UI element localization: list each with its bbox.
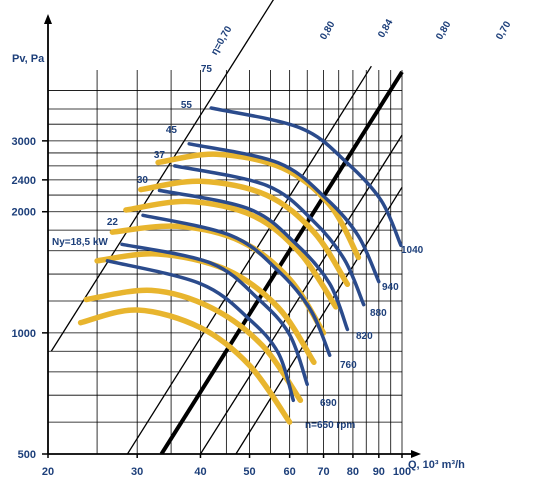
axes [42, 14, 421, 458]
efficiency-label: 0,70 [494, 19, 513, 42]
power-label: 22 [107, 217, 119, 228]
y-axis-arrow [44, 14, 52, 24]
x-tick-label: 40 [194, 466, 206, 478]
speed-curve [187, 142, 381, 284]
power-curves [77, 151, 362, 425]
efficiency-label: 0,80 [318, 19, 337, 42]
x-tick-label: 80 [347, 466, 359, 478]
x-tick-label: 70 [317, 466, 329, 478]
speed-curve [141, 213, 332, 357]
y-tick-label: 3000 [12, 136, 36, 148]
x-tick-label: 60 [284, 466, 296, 478]
efficiency-label: η=0,70 [209, 24, 234, 57]
power-curve [123, 198, 339, 310]
efficiency-label: 0,84 [376, 17, 395, 40]
speed-curve [209, 106, 403, 248]
x-axis-arrow [411, 450, 421, 458]
power-curve [83, 287, 304, 404]
speed-label: 820 [356, 331, 373, 342]
speed-label: 1040 [401, 245, 424, 256]
speed-curve [157, 188, 350, 332]
x-tick-label: 30 [131, 466, 143, 478]
speed-label: 940 [382, 282, 399, 293]
power-label: 45 [166, 125, 178, 136]
speed-curve [120, 242, 309, 387]
y-tick-label: 500 [18, 449, 36, 461]
labels: Pv, Pa Q, 10³ m³/h 20 30 40 50 60 70 80 90 100 500 1… [12, 17, 514, 478]
efficiency-label: 0,80 [434, 19, 453, 42]
x-tick-label: 20 [42, 466, 54, 478]
speed-label: n=650 rpm [305, 420, 355, 431]
y-tick-label: 2000 [12, 207, 36, 219]
x-axis-title: Q, 10³ m³/h [408, 459, 465, 471]
efficiency-line [126, 65, 372, 454]
y-tick-label: 1000 [12, 328, 36, 340]
power-label: 30 [137, 175, 149, 186]
efficiency-line [159, 70, 404, 454]
y-tick-label: 2400 [12, 175, 36, 187]
power-label: 75 [201, 64, 213, 75]
speed-curves [105, 106, 403, 403]
power-curve [155, 151, 362, 261]
power-label: 37 [154, 150, 166, 161]
x-tick-label: 90 [373, 466, 385, 478]
x-tick-label: 100 [393, 466, 411, 478]
power-curve [77, 307, 293, 425]
speed-label: 880 [370, 308, 387, 319]
speed-curve [173, 164, 366, 307]
efficiency-line [50, 0, 274, 352]
power-label: 55 [181, 100, 193, 111]
power-label: Ny=18,5 kW [52, 237, 108, 248]
speed-label: 690 [320, 398, 337, 409]
y-axis-title: Pv, Pa [12, 53, 45, 65]
power-curve [138, 178, 351, 288]
speed-label: 760 [340, 360, 357, 371]
x-tick-label: 50 [243, 466, 255, 478]
speed-curve [105, 259, 296, 403]
efficiency-lines [50, 0, 404, 454]
